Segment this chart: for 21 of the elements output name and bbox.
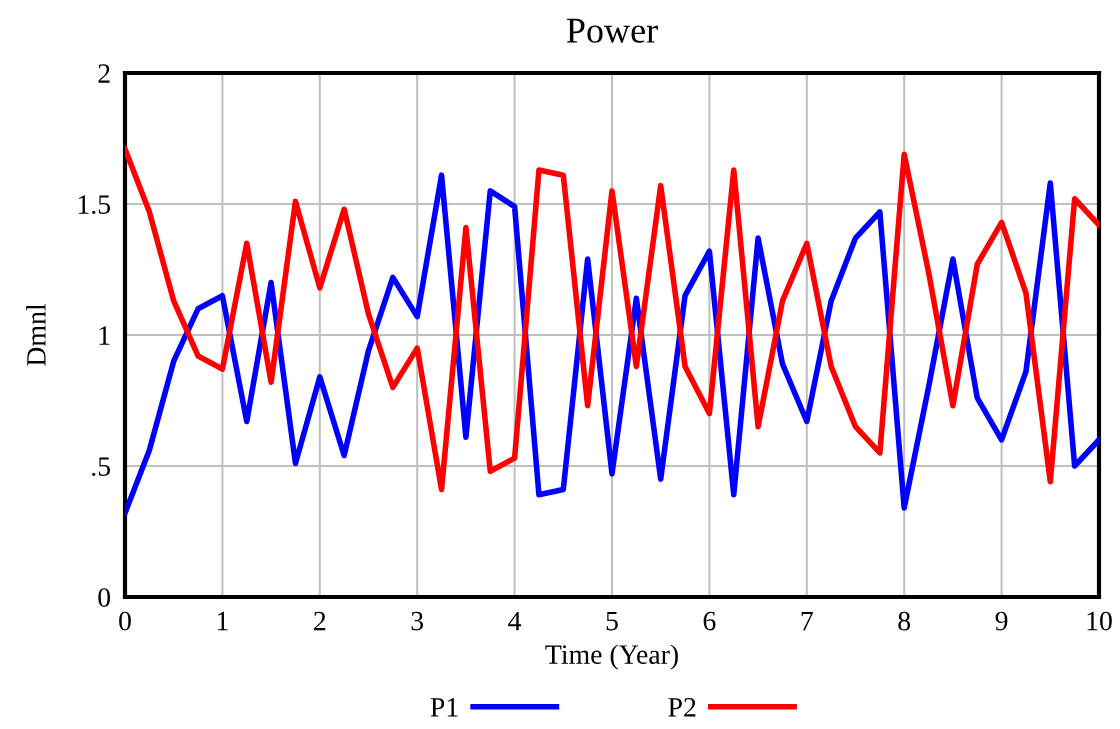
x-tick-label: 7 (801, 611, 813, 631)
legend-label: P2 (668, 698, 696, 717)
x-tick-label: 1 (217, 611, 228, 631)
x-tick-label: 4 (508, 611, 522, 631)
y-axis-title: Dmnl (26, 303, 46, 366)
x-tick-label: 2 (314, 611, 326, 631)
x-axis-title: Time (Year) (545, 644, 678, 670)
y-tick-label: .5 (92, 457, 111, 477)
x-tick-label: 5 (606, 611, 618, 631)
x-tick-label: 9 (995, 611, 1008, 631)
x-tick-label: 8 (898, 611, 911, 631)
y-tick-label: 0 (98, 588, 111, 607)
x-tick-label: 0 (119, 611, 131, 631)
y-tick-label: 1 (99, 326, 110, 345)
y-tick-label: 1.5 (78, 195, 111, 215)
x-tick-label: 10 (1087, 611, 1112, 631)
x-tick-label: 3 (411, 611, 424, 631)
y-tick-label: 2 (98, 64, 110, 83)
chart-title: Power (566, 18, 658, 43)
legend-label: P1 (430, 698, 458, 717)
x-tick-label: 6 (703, 611, 716, 631)
